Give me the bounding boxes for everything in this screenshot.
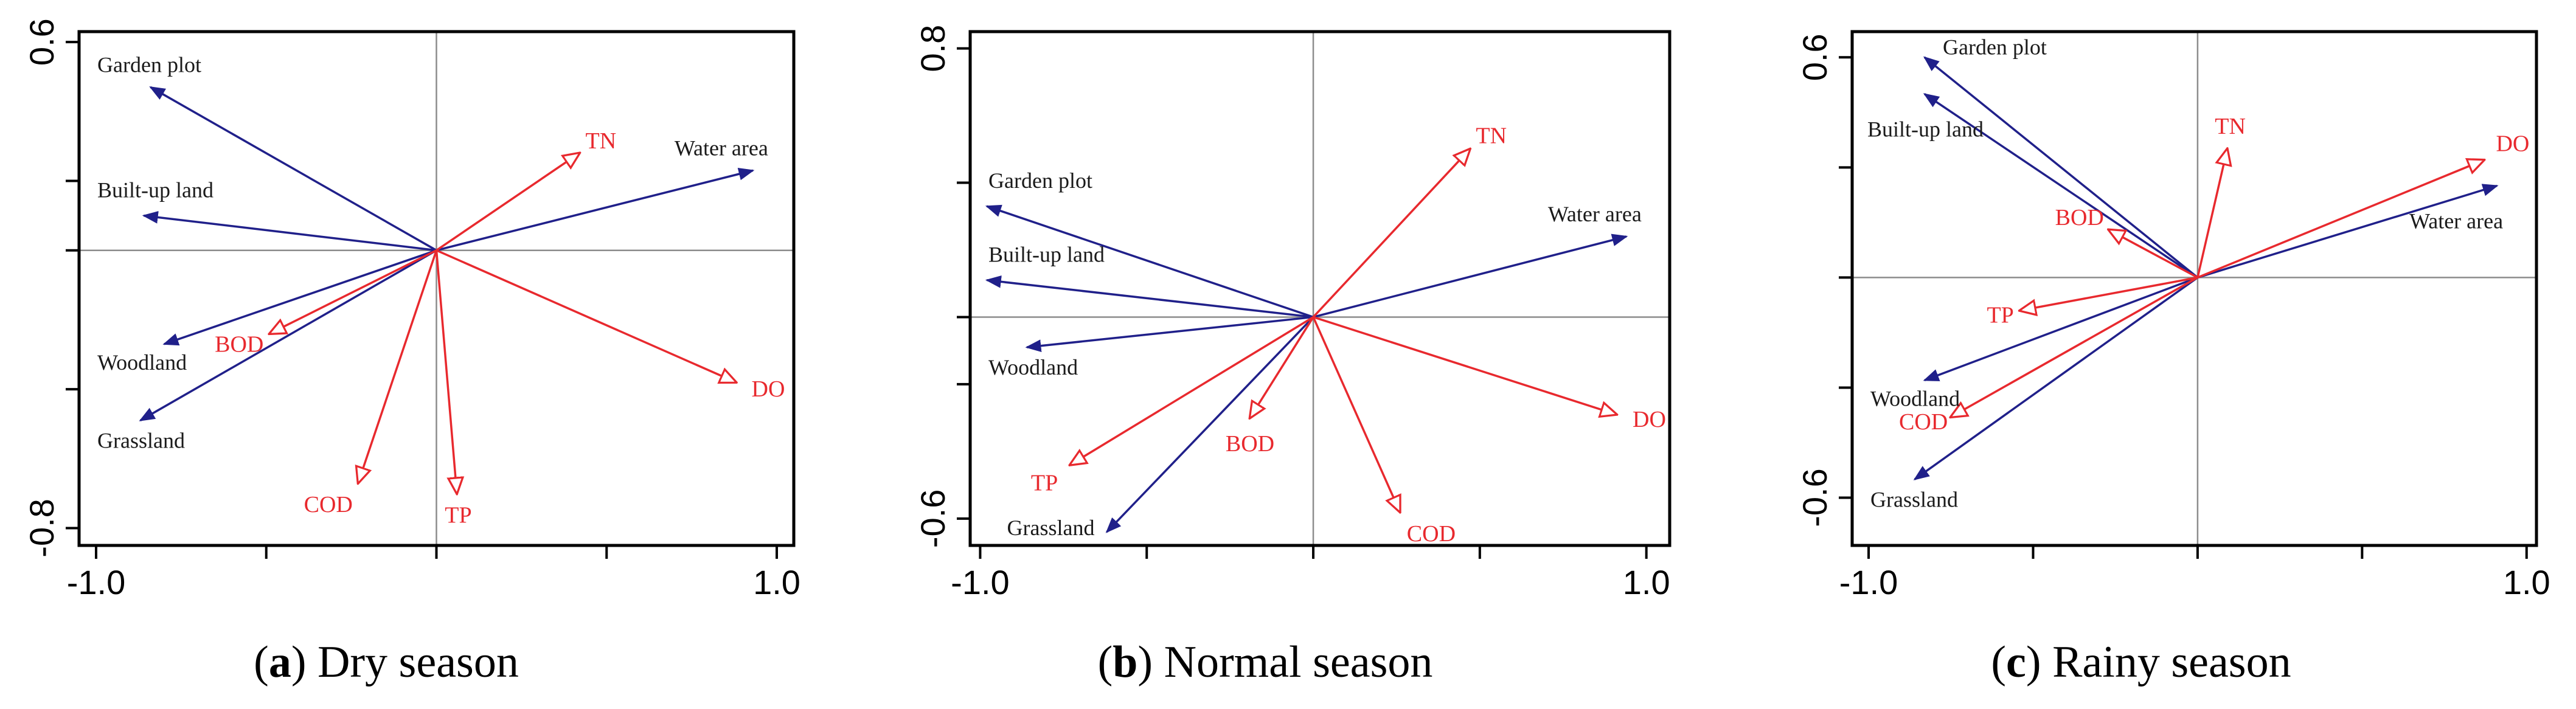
- caption-dry-season: (a) Dry season: [254, 637, 519, 687]
- panel-rainy-season: Garden plot Built-up land Woodland Grasslan…: [1796, 30, 2550, 601]
- species-label-woodland: Woodland: [1870, 386, 1960, 410]
- species-label-garden-plot: Garden plot: [97, 52, 201, 77]
- panel-normal-season: Garden plot Built-up land Woodland Grasslan…: [914, 25, 1672, 601]
- species-arrow-grassland: [139, 249, 437, 421]
- env-label-bod: BOD: [215, 332, 263, 358]
- species-arrow-woodland: [162, 249, 437, 346]
- panel-dry-season: Garden plot Built-up land Woodland Grasslan…: [23, 18, 800, 601]
- y-tick-label: 0.8: [914, 25, 952, 72]
- env-arrow-do: [1313, 316, 1616, 414]
- env-arrow-do: [2197, 160, 2484, 279]
- env-label-bod: BOD: [1226, 431, 1274, 457]
- env-label-do: DO: [1633, 407, 1666, 432]
- species-label-garden-plot: Garden plot: [1943, 35, 2047, 59]
- x-tick-label: 1.0: [2503, 563, 2550, 601]
- env-label-tn: TN: [2215, 114, 2246, 139]
- caption-label-b: b: [1113, 637, 1137, 687]
- species-arrow-garden-plot: [1923, 56, 2199, 278]
- species-arrow-woodland: [1025, 316, 1314, 353]
- species-label-garden-plot: Garden plot: [988, 168, 1092, 193]
- y-tick-label: 0.6: [1796, 33, 1834, 81]
- species-arrow-grassland: [1105, 316, 1314, 533]
- species-label-grassland: Grassland: [1870, 487, 1958, 511]
- species-label-grassland: Grassland: [97, 428, 185, 452]
- env-label-tn: TN: [1476, 123, 1507, 148]
- plot-frame: [1850, 30, 2538, 547]
- species-label-water-area: Water area: [2409, 209, 2503, 233]
- y-tick-label: 0.6: [23, 18, 61, 66]
- x-tick-label: 1.0: [753, 563, 800, 601]
- env-label-bod: BOD: [2055, 205, 2104, 230]
- y-tick-label: -0.8: [23, 499, 61, 558]
- caption-text-c: Rainy season: [2052, 637, 2291, 687]
- species-arrow-woodland: [1923, 276, 2198, 382]
- species-label-woodland: Woodland: [97, 350, 187, 375]
- env-label-tp: TP: [1987, 303, 2013, 328]
- env-arrow-bod: [1250, 316, 1314, 418]
- species-arrow-garden-plot: [149, 86, 437, 252]
- species-label-built-up-land: Built-up land: [97, 178, 214, 202]
- species-arrow-built-up-land: [142, 211, 437, 252]
- env-arrow-cod: [1951, 276, 2198, 417]
- env-label-cod: COD: [1407, 521, 1456, 547]
- env-arrow-tp: [1070, 316, 1314, 465]
- env-arrow-bod: [2109, 230, 2198, 278]
- env-arrow-tn: [436, 153, 580, 252]
- species-arrow-water-area: [2197, 184, 2499, 279]
- species-arrow-built-up-land: [1923, 93, 2198, 278]
- species-arrow-built-up-land: [985, 275, 1314, 319]
- species-arrow-water-area: [1313, 233, 1628, 319]
- species-label-grassland: Grassland: [1007, 516, 1095, 540]
- species-label-woodland: Woodland: [988, 355, 1078, 379]
- env-arrow-tp: [435, 250, 457, 494]
- caption-label-a: a: [269, 637, 291, 687]
- species-label-water-area: Water area: [1548, 202, 1642, 226]
- caption-text-a: Dry season: [318, 637, 519, 687]
- env-arrow-tp: [2020, 276, 2198, 310]
- species-label-built-up-land: Built-up land: [1867, 117, 1984, 142]
- x-tick-label: -1.0: [951, 563, 1010, 601]
- env-label-tn: TN: [586, 128, 617, 154]
- x-tick-label: 1.0: [1623, 563, 1670, 601]
- caption-text-b: Normal season: [1164, 637, 1433, 687]
- env-label-cod: COD: [1899, 409, 1948, 435]
- species-arrow-garden-plot: [985, 204, 1314, 319]
- env-arrow-tn: [1312, 149, 1470, 318]
- env-arrow-cod: [1312, 316, 1400, 511]
- env-label-cod: COD: [304, 492, 353, 517]
- species-arrow-water-area: [436, 168, 755, 252]
- species-label-built-up-land: Built-up land: [988, 243, 1105, 267]
- species-label-water-area: Water area: [675, 136, 768, 160]
- plot-frame: [968, 30, 1672, 547]
- species-arrow-grassland: [1913, 276, 2198, 480]
- y-tick-label: -0.6: [1796, 468, 1834, 527]
- env-label-do: DO: [752, 376, 785, 402]
- caption-label-c: c: [2006, 637, 2026, 687]
- env-arrow-bod: [269, 249, 437, 334]
- env-arrow-cod: [358, 250, 438, 483]
- caption-normal-season: (b) Normal season: [1098, 637, 1433, 687]
- env-label-do: DO: [2496, 131, 2529, 156]
- caption-rainy-season: (c) Rainy season: [1991, 637, 2291, 687]
- x-tick-label: -1.0: [67, 563, 126, 601]
- y-tick-label: -0.6: [914, 489, 952, 548]
- env-arrow-tn: [2196, 149, 2227, 278]
- env-label-tp: TP: [1031, 470, 1058, 496]
- env-arrow-do: [436, 249, 736, 382]
- x-tick-label: -1.0: [1839, 563, 1898, 601]
- env-label-tp: TP: [445, 502, 471, 528]
